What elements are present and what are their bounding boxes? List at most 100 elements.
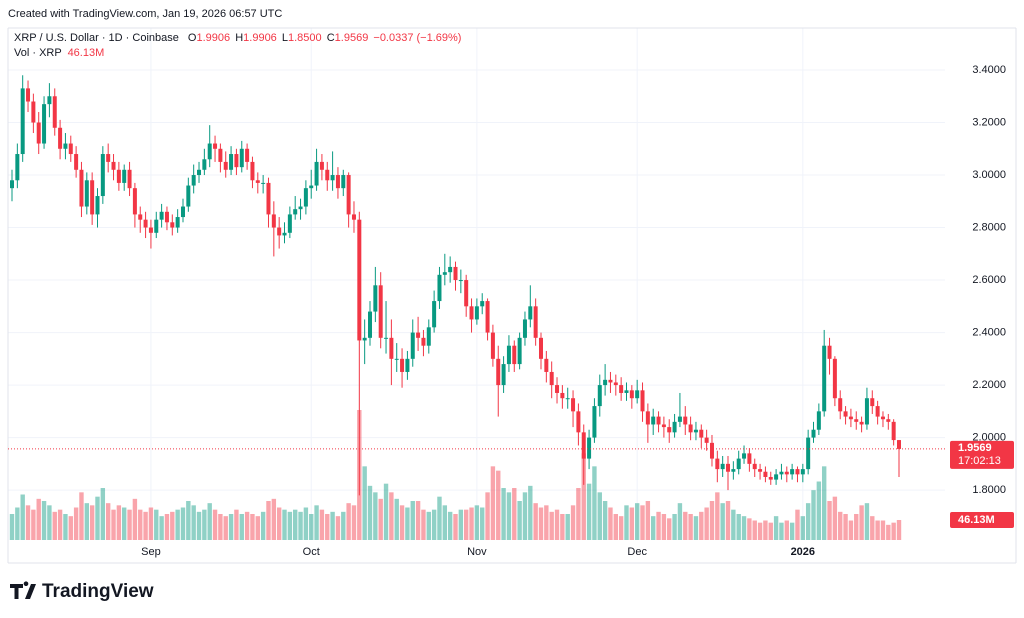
candle-body [122,169,127,183]
volume-bar [95,496,100,540]
candle-body [335,175,340,189]
candle-body [378,285,383,338]
x-tick-label: Dec [627,546,647,558]
candle-body [592,406,597,438]
ohlc-label: H [235,32,243,44]
candle-body [42,104,47,144]
volume-bar [480,507,485,540]
volume-bar [506,492,512,540]
ohlc-label: L [282,32,288,44]
candle-body [688,424,693,433]
candle-body [747,453,752,464]
candles [10,75,901,496]
candle-body [90,180,95,215]
volume-bar [795,509,800,540]
candle-body [341,175,346,189]
volume-bar [431,509,437,540]
candle-body [560,392,565,399]
candle-body [10,180,14,189]
candle-body [95,196,100,215]
volume-bar [175,509,180,540]
volume-bar [362,466,367,540]
volume-bar [437,496,442,540]
candle-body [693,429,698,433]
volume-bar [683,511,688,540]
volume-bar [597,492,602,540]
y-tick-label: 1.8000 [972,484,1006,496]
candle-body [555,385,560,393]
volume-bar [20,494,25,540]
volume-bar [608,507,613,540]
candle-body [843,411,848,417]
candle-body [207,143,212,160]
volume-bar [811,490,816,540]
volume-bar [122,507,127,540]
candle-body [453,266,458,281]
candle-body [368,311,373,338]
candle-body [68,143,73,155]
candle-body [47,96,52,105]
candle-body [159,211,164,220]
candle-body [325,169,330,181]
volume-bar [154,509,159,540]
volume-bar [218,514,223,540]
volume-bar [565,514,570,540]
candle-body [180,206,185,218]
candle-body [309,185,314,189]
ohlc-value: 1.8500 [288,32,322,44]
candle-body [522,319,527,338]
x-tick-label: Sep [141,546,161,558]
candle-body [63,143,68,149]
volume-bar [373,492,378,540]
candle-body [832,358,837,399]
candle-body [822,345,827,412]
volume-bar [656,511,661,540]
volume-bar [292,509,298,540]
volume-bar [298,511,303,540]
candle-body [432,301,437,328]
candle-body [186,185,191,207]
candle-body [282,232,287,236]
candle-body [100,154,105,197]
candle-body [389,337,394,359]
volume-bar [463,509,469,540]
candle-body [816,411,821,430]
candle-body [250,161,255,181]
volume-bar [116,505,122,540]
volume-bar [191,505,196,540]
volume-bar [645,501,651,540]
candle-body [838,398,843,412]
x-tick-label: 2026 [791,546,815,558]
volume-bar [260,511,266,540]
candle-body [613,382,618,386]
volume-bar [533,503,538,540]
volume-bar [613,514,619,540]
logo: TradingView [10,581,154,602]
volume-bar [854,514,859,540]
candle-body [640,390,645,412]
volume-bar [399,505,405,540]
candle-body [533,306,538,338]
candle-body [74,154,79,170]
volume-bar [474,505,480,540]
volume-bar [720,503,725,540]
volume-bar [538,507,544,540]
candle-body [827,345,832,359]
volume-bar [880,520,886,540]
candle-body [303,188,308,207]
candle-body [897,440,901,449]
candle-body [854,419,859,422]
candle-body [549,371,554,386]
volume-bar [15,507,20,540]
candle-body [373,285,378,312]
candle-body [234,154,239,168]
volume-bar [105,503,111,540]
volume-bar [485,492,490,540]
volume-bar [629,507,635,540]
volume-bar [715,492,720,540]
volume-bar [704,507,709,540]
volume-bar [282,509,287,540]
candle-body [485,301,490,333]
volume-bar [223,516,228,540]
candle-body [266,182,271,215]
